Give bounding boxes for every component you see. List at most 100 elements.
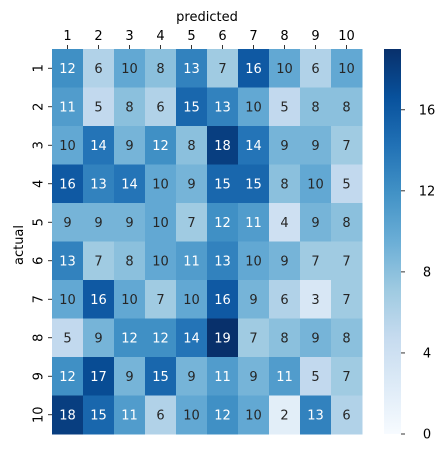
heatmap-cell-label-r4-c7: 15	[245, 177, 262, 192]
heatmap-cell-label-r1-c7: 16	[245, 62, 262, 77]
colorbar-gradient	[384, 49, 401, 434]
heatmap-cell-label-r3-c5: 8	[187, 139, 195, 154]
heatmap-cell-r7-c9	[300, 280, 332, 319]
heatmap-cell-r7-c8	[269, 280, 301, 319]
heatmap-cell-r8-c8	[269, 318, 301, 358]
heatmap-cell-r1-c3	[114, 49, 146, 88]
heatmap-cell-label-r6-c2: 7	[94, 254, 102, 269]
heatmap-cell-r6-c6	[207, 241, 239, 281]
heatmap-cell-label-r9-c3: 9	[125, 370, 133, 385]
heatmap-cell-r4-c9	[300, 164, 332, 204]
heatmap-cell-label-r8-c9: 9	[311, 331, 319, 346]
heatmap-cell-label-r8-c4: 12	[152, 331, 169, 346]
heatmap-cell-label-r1-c8: 10	[276, 62, 293, 77]
heatmap-cell-label-r7-c6: 16	[214, 293, 231, 308]
heatmap-cell-r10-c8	[269, 395, 301, 435]
heatmap-cell-r10-c1	[52, 395, 84, 435]
heatmap-cell-label-r3-c8: 9	[280, 139, 288, 154]
heatmap-cell-label-r2-c2: 5	[94, 100, 102, 115]
heatmap-cell-r8-c9	[300, 318, 332, 358]
heatmap-cell-label-r10-c8: 2	[280, 408, 288, 423]
heatmap-cell-r10-c10	[331, 395, 363, 435]
heatmap-cell-label-r2-c7: 10	[245, 100, 262, 115]
heatmap-cell-r8-c10	[331, 318, 363, 358]
heatmap-cell-r7-c5	[176, 280, 208, 319]
heatmap-cell-r3-c5	[176, 126, 208, 165]
colorbar-ticks: 0 4 8 12 16	[401, 103, 436, 443]
y-tick-label-9: 9	[32, 372, 47, 380]
heatmap-cell-label-r1-c2: 6	[94, 62, 102, 77]
heatmap-cell-r5-c6	[207, 203, 239, 242]
heatmap-cell-r4-c4	[145, 164, 177, 204]
heatmap-cell-r9-c1	[52, 357, 84, 396]
heatmap-cell-label-r4-c8: 8	[280, 177, 288, 192]
heatmap-cell-r7-c6	[207, 280, 239, 319]
heatmap-cell-r2-c2	[83, 87, 115, 127]
heatmap-cell-r9-c10	[331, 357, 363, 396]
heatmap-cell-r8-c4	[145, 318, 177, 358]
x-tick-label-7: 7	[249, 29, 257, 44]
heatmap-cell-label-r7-c4: 7	[156, 293, 164, 308]
heatmap-cell-r10-c7	[238, 395, 270, 435]
heatmap-cell-r6-c4	[145, 241, 177, 281]
heatmap-cell-r4-c2	[83, 164, 115, 204]
heatmap-cell-label-r9-c6: 11	[214, 370, 231, 385]
x-tick-label-2: 2	[94, 29, 102, 44]
heatmap-cell-label-r9-c5: 9	[187, 370, 195, 385]
heatmap-cell-r10-c9	[300, 395, 332, 435]
heatmap-cell-label-r5-c6: 12	[214, 216, 231, 231]
heatmap-cell-r8-c2	[83, 318, 115, 358]
heatmap-cell-label-r1-c1: 12	[59, 62, 76, 77]
heatmap-cell-r1-c8	[269, 49, 301, 88]
heatmap-cell-label-r8-c2: 9	[94, 331, 102, 346]
heatmap-cell-label-r2-c3: 8	[125, 100, 133, 115]
y-tick-label-4: 4	[32, 180, 47, 188]
heatmap-cell-r4-c1	[52, 164, 84, 204]
heatmap-cell-r5-c1	[52, 203, 84, 242]
colorbar-tick-label-4: 12	[419, 184, 436, 199]
heatmap-cell-label-r9-c7: 9	[249, 370, 257, 385]
heatmap-cell-r2-c9	[300, 87, 332, 127]
heatmap-cell-r4-c5	[176, 164, 208, 204]
heatmap-cell-r3-c9	[300, 126, 332, 165]
colorbar-tick-label-1: 0	[423, 428, 431, 443]
y-tick-label-5: 5	[32, 218, 47, 226]
heatmap-cell-label-r9-c9: 5	[311, 370, 319, 385]
heatmap-cell-r6-c7	[238, 241, 270, 281]
x-axis-label: predicted	[176, 10, 238, 25]
heatmap-cell-label-r7-c7: 9	[249, 293, 257, 308]
heatmap-cell-r7-c3	[114, 280, 146, 319]
heatmap-cell-r1-c9	[300, 49, 332, 88]
colorbar-tick-label-2: 4	[423, 346, 431, 361]
heatmap-cell-label-r7-c3: 10	[121, 293, 138, 308]
y-axis-ticks: 1 2 3 4 5 6 7 8 9 10	[32, 64, 52, 423]
heatmap-cell-label-r1-c4: 8	[156, 62, 164, 77]
x-tick-label-4: 4	[156, 29, 164, 44]
heatmap-cell-label-r6-c3: 8	[125, 254, 133, 269]
heatmap-cell-label-r5-c8: 4	[280, 216, 288, 231]
heatmap-cell-label-r10-c5: 10	[183, 408, 200, 423]
heatmap-cell-r8-c7	[238, 318, 270, 358]
heatmap-cell-r2-c7	[238, 87, 270, 127]
heatmap-cell-label-r9-c1: 12	[59, 370, 76, 385]
heatmap-cell-r3-c4	[145, 126, 177, 165]
heatmap-cell-label-r1-c6: 7	[218, 62, 226, 77]
x-tick-label-3: 3	[125, 29, 133, 44]
heatmap-cell-r8-c5	[176, 318, 208, 358]
y-tick-label-7: 7	[32, 295, 47, 303]
y-tick-label-2: 2	[32, 103, 47, 111]
heatmap-cell-label-r10-c6: 12	[214, 408, 231, 423]
colorbar-tick-label-3: 8	[423, 265, 431, 280]
heatmap-cell-label-r4-c10: 5	[342, 177, 350, 192]
heatmap-cell-r5-c2	[83, 203, 115, 242]
heatmap-cell-r5-c10	[331, 203, 363, 242]
x-tick-label-6: 6	[218, 29, 226, 44]
heatmap-cell-label-r2-c6: 13	[214, 100, 231, 115]
heatmap-cell-r4-c8	[269, 164, 301, 204]
heatmap-cell-label-r4-c5: 9	[187, 177, 195, 192]
heatmap-cell-label-r8-c8: 8	[280, 331, 288, 346]
heatmap-cell-label-r3-c10: 7	[342, 139, 350, 154]
heatmap-cell-label-r9-c4: 15	[152, 370, 169, 385]
heatmap-cell-label-r1-c3: 10	[121, 62, 138, 77]
heatmap-cell-r9-c6	[207, 357, 239, 396]
